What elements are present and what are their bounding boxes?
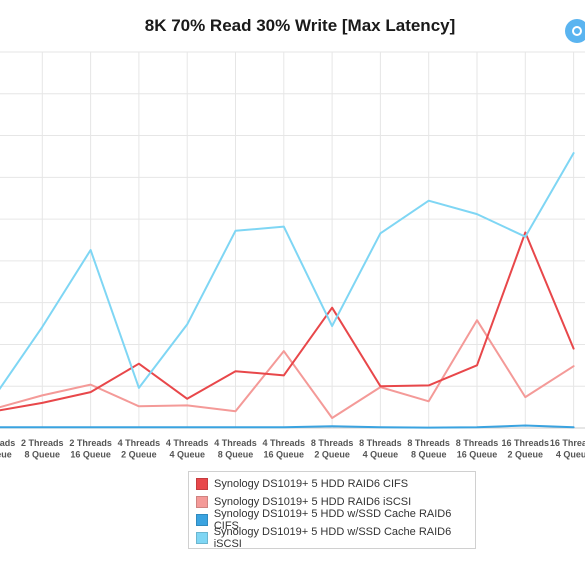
x-tick-label: 4 Threads 16 Queue <box>263 438 306 460</box>
chart-menu-icon[interactable] <box>565 19 585 43</box>
legend-item[interactable]: Synology DS1019+ 5 HDD RAID6 iSCSI <box>196 493 475 511</box>
legend-swatch <box>196 532 208 544</box>
x-tick-label: 16 Threads 2 Queue <box>502 438 550 460</box>
series-line-1[interactable] <box>0 319 575 419</box>
x-tick-label: 4 Threads 2 Queue <box>118 438 161 460</box>
x-tick-label: 2 Threads 8 Queue <box>21 438 64 460</box>
chart-series <box>0 152 575 429</box>
x-tick-label: 8 Threads 4 Queue <box>359 438 402 460</box>
series-line-2[interactable] <box>0 424 575 429</box>
x-tick-label: 2 Threads 16 Queue <box>69 438 112 460</box>
legend-item[interactable]: Synology DS1019+ 5 HDD w/SSD Cache RAID6… <box>196 526 475 550</box>
x-tick-label: 4 Threads 8 Queue <box>214 438 257 460</box>
chart-legend: Synology DS1019+ 5 HDD RAID6 CIFS Synolog… <box>188 471 476 550</box>
chart-grid <box>0 51 585 429</box>
series-line-3[interactable] <box>0 152 575 397</box>
legend-swatch <box>196 514 208 526</box>
legend-label: Synology DS1019+ 5 HDD w/SSD Cache RAID6… <box>213 508 452 532</box>
x-tick-label: 8 Threads 2 Queue <box>311 438 354 460</box>
legend-swatch <box>196 496 208 508</box>
legend-item[interactable]: Synology DS1019+ 5 HDD RAID6 CIFS <box>196 475 475 493</box>
x-tick-label: 8 Threads 8 Queue <box>407 438 450 460</box>
chart-title: 8K 70% Read 30% Write [Max Latency] <box>144 16 456 35</box>
legend-label: Synology DS1019+ 5 HDD RAID6 CIFS <box>214 478 409 490</box>
legend-item[interactable]: Synology DS1019+ 5 HDD w/SSD Cache RAID6… <box>196 508 475 532</box>
series-line-0[interactable] <box>0 231 575 412</box>
legend-label: Synology DS1019+ 5 HDD w/SSD Cache RAID6… <box>213 526 452 550</box>
legend-swatch <box>196 478 208 490</box>
x-tick-label: 4 Threads 4 Queue <box>166 438 209 460</box>
legend-label: Synology DS1019+ 5 HDD RAID6 iSCSI <box>214 496 412 508</box>
x-tick-label: 8 Threads 16 Queue <box>456 438 499 460</box>
